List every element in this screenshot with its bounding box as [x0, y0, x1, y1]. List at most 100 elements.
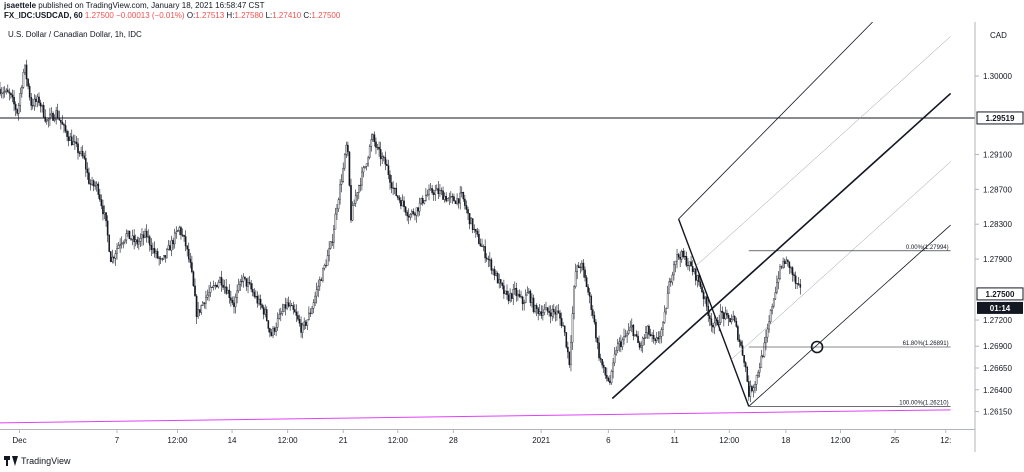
candle-body [6, 89, 9, 93]
candle-body [356, 192, 359, 197]
candle-body [509, 293, 511, 301]
candle-body [94, 185, 96, 187]
candle-body [259, 298, 262, 306]
x-tick-label: 7 [115, 436, 120, 445]
pink-trendline[interactable] [0, 409, 951, 424]
candle-body [100, 199, 103, 207]
chart-area[interactable]: U.S. Dollar / Canadian Dollar, 1h, IDC 0.… [0, 21, 1024, 452]
candle-body [225, 286, 228, 294]
candle-body [172, 240, 174, 245]
pitchfork-median-line[interactable] [611, 92, 952, 400]
candle-body [515, 288, 518, 297]
tradingview-logo-text: TradingView [21, 456, 71, 466]
candle-body [351, 205, 354, 221]
candle-body [705, 296, 708, 307]
candle-body [117, 245, 120, 249]
candle-body [304, 321, 307, 326]
author-name[interactable]: jsaettele [4, 1, 37, 10]
candle-body [626, 333, 628, 337]
candle-body [479, 243, 482, 247]
candle-body [543, 309, 546, 313]
candle-body [665, 308, 667, 313]
candle-body [754, 384, 756, 388]
candle-body [471, 218, 474, 230]
chart-subtitle: U.S. Dollar / Canadian Dollar, 1h, IDC [8, 30, 142, 39]
pitchfork-inner-lower-line[interactable] [731, 161, 951, 360]
candle-body [592, 309, 594, 316]
pitchfork-upper-line[interactable] [678, 21, 873, 220]
candle-body [563, 325, 566, 333]
candle-body [634, 334, 636, 337]
y-tick-label: 1.27900 [983, 255, 1012, 264]
candle-body [70, 136, 73, 146]
candle-body [309, 312, 312, 314]
candle-body [10, 93, 12, 96]
tradingview-logo[interactable]: TradingView [4, 456, 71, 466]
candle-body [584, 269, 586, 278]
candle-body [200, 305, 203, 313]
candle-body [339, 184, 341, 200]
candle-body [668, 281, 671, 294]
candle-body [267, 320, 270, 329]
candle-body [769, 310, 772, 322]
candle-body [323, 265, 326, 269]
circle-marker[interactable] [810, 340, 824, 354]
x-tick-label: 18 [781, 436, 790, 445]
pitchfork-handle[interactable] [677, 218, 750, 407]
candle-body [579, 266, 582, 268]
candle-body [191, 262, 193, 272]
candle-body [737, 326, 739, 340]
candle-body [528, 290, 530, 293]
candle-body [197, 309, 199, 317]
candle-body [796, 283, 798, 285]
candle-body [384, 157, 387, 165]
candle-body [177, 230, 179, 233]
candle-body [735, 320, 738, 327]
candle-body [407, 215, 410, 218]
candle-body [401, 200, 404, 207]
candle-body [269, 328, 271, 333]
candle-body [86, 168, 89, 173]
y-tick-label: 1.26650 [983, 364, 1012, 373]
candle-body [159, 258, 162, 260]
candle-body [294, 309, 296, 313]
symbol-label[interactable]: FX_IDC:USDCAD, 60 [4, 11, 83, 20]
candle-body [354, 195, 357, 204]
candle-body [276, 318, 279, 328]
pitchfork-inner-upper-line[interactable] [695, 36, 951, 266]
candle-body [439, 190, 441, 194]
candle-body [713, 322, 716, 328]
candle-body [779, 266, 781, 279]
x-tick-label: 12:00 [830, 436, 851, 445]
candle-body [247, 282, 249, 287]
candle-body [286, 302, 288, 309]
candle-body [691, 265, 694, 272]
candle-body [531, 297, 533, 303]
candle-body [663, 311, 666, 323]
candle-body [524, 294, 527, 303]
candle-body [345, 144, 348, 155]
candle-body [234, 297, 237, 307]
pitchfork-lower-line[interactable] [748, 224, 951, 407]
candle-body [217, 282, 220, 288]
price-chart[interactable]: U.S. Dollar / Canadian Dollar, 1h, IDC 0.… [0, 21, 1024, 452]
candle-body [445, 195, 447, 202]
candle-body [155, 251, 157, 254]
candle-body [682, 250, 685, 258]
candle-body [719, 310, 722, 323]
close-value: 1.27500 [311, 11, 341, 20]
candle-body [696, 275, 699, 281]
candle-body [376, 147, 379, 149]
candle-body [337, 199, 340, 210]
candle-body [609, 380, 611, 384]
candle-body [290, 305, 293, 307]
candle-body [694, 268, 697, 281]
candle-body [175, 231, 178, 234]
candle-body [0, 92, 3, 95]
candle-body [206, 294, 209, 298]
candle-body [128, 230, 131, 240]
candle-body [223, 286, 226, 288]
candle-body [730, 319, 733, 323]
candle-body [319, 279, 321, 287]
candle-body [526, 292, 529, 296]
